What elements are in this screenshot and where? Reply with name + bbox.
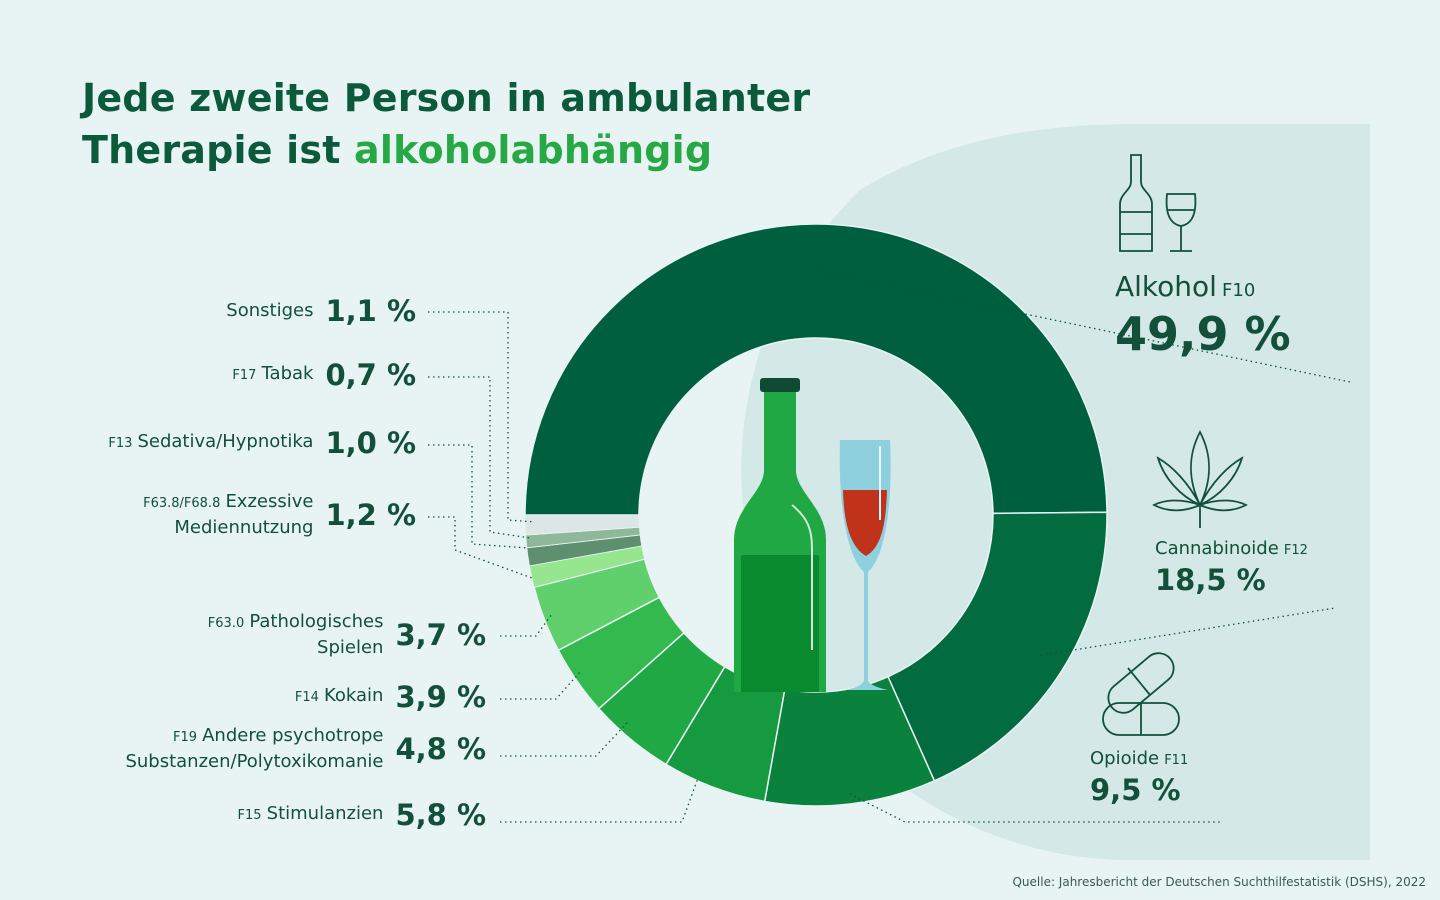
leader-sedativa (428, 444, 529, 549)
value-kokain: 3,9 % (395, 680, 486, 714)
leader-tabak (428, 376, 531, 539)
leader-spielen (500, 613, 553, 637)
value-alkohol: 49,9 % (1115, 307, 1291, 361)
value-mediennutzung: 1,2 % (325, 498, 416, 532)
beer-bottle-icon (734, 378, 826, 692)
slices (524, 222, 1108, 807)
label-stimulanzien: F15 Stimulanzien 5,8 % (237, 798, 486, 832)
cannabis-leaf-icon (1151, 430, 1249, 528)
value-spielen: 3,7 % (395, 618, 486, 652)
label-sonstiges: Sonstiges 1,1 % (226, 294, 416, 328)
value-opioide: 9,5 % (1090, 773, 1181, 807)
label-tabak: F17 Tabak 0,7 % (232, 358, 416, 392)
label-spielen: F63.0 Pathologisches Spielen 3,7 % (207, 611, 486, 658)
label-polytoxikomanie: F19 Andere psychotrope Substanzen/Polytox… (125, 725, 486, 772)
leader-cannabinoide (1035, 607, 1336, 657)
leader-lines (428, 269, 1351, 823)
leader-alkohol (814, 269, 1351, 383)
label-alkohol: Alkohol F10 49,9 % (1115, 270, 1291, 361)
value-sonstiges: 1,1 % (325, 294, 416, 328)
label-kokain: F14 Kokain 3,9 % (294, 680, 486, 714)
label-sedativa: F13 Sedativa/Hypnotika 1,0 % (108, 426, 416, 460)
value-cannabinoide: 18,5 % (1155, 563, 1266, 597)
label-opioide: Opioide F11 9,5 % (1090, 748, 1189, 807)
source-note: Quelle: Jahresbericht der Deutschen Such… (1012, 875, 1426, 889)
leader-polytoxikomanie (500, 721, 629, 757)
label-mediennutzung: F63.8/F68.8 Exzessive Mediennutzung 1,2 % (143, 491, 416, 538)
bottle-glass-icon (1119, 154, 1197, 252)
value-stimulanzien: 5,8 % (395, 798, 486, 832)
slice-alkohol (524, 222, 1108, 516)
title-highlight: alkoholabhängig (354, 128, 713, 172)
leader-sonstiges (428, 311, 536, 523)
pill-capsule-icon (1102, 652, 1180, 736)
leader-opioide (849, 793, 1220, 823)
value-sedativa: 1,0 % (325, 426, 416, 460)
leader-kokain (500, 671, 581, 700)
slice-sonstiges (524, 514, 640, 536)
value-tabak: 0,7 % (325, 358, 416, 392)
value-polytoxikomanie: 4,8 % (395, 732, 486, 766)
page-title: Jede zweite Person in ambulanter Therapi… (82, 76, 811, 172)
label-cannabinoide: Cannabinoide F12 18,5 % (1155, 538, 1308, 597)
wine-glass-icon (839, 440, 891, 690)
leader-stimulanzien (500, 777, 699, 823)
leader-mediennutzung (428, 516, 533, 579)
slice-cannabinoide (887, 511, 1108, 782)
